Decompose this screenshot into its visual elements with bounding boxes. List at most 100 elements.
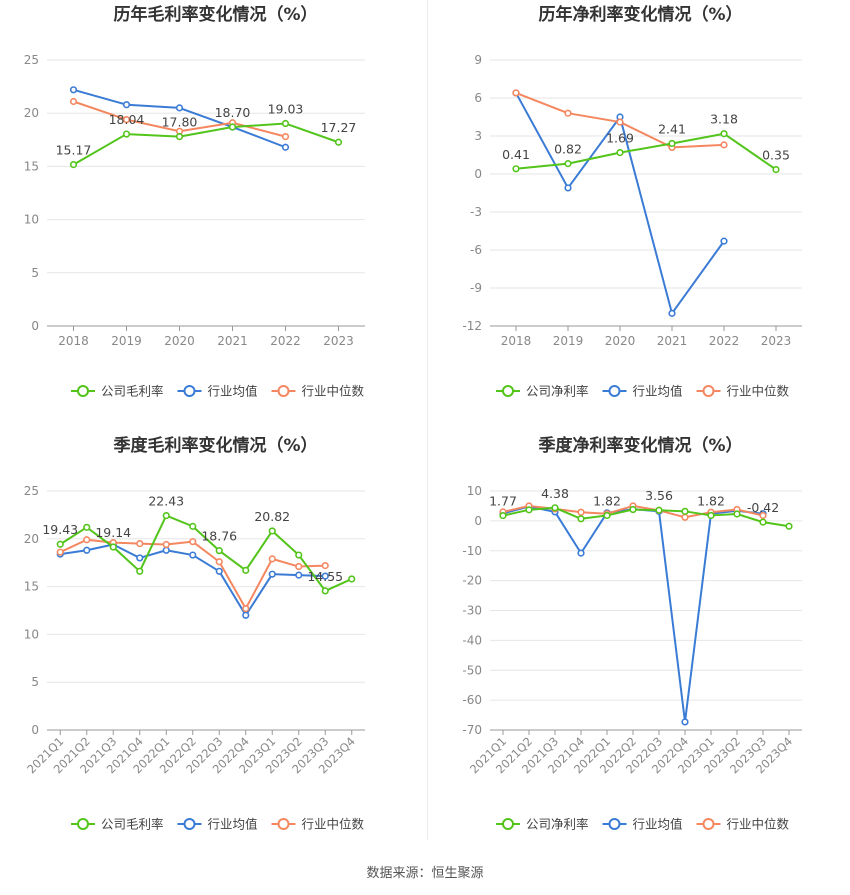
data-label: 20.82	[254, 509, 290, 524]
y-tick-label: -10	[462, 544, 482, 558]
data-point-avg	[668, 309, 676, 317]
x-tick-label: 2019	[111, 334, 142, 348]
data-point-company	[83, 523, 91, 531]
legend-label: 行业中位数	[302, 384, 365, 399]
y-tick-label: -6	[470, 243, 482, 257]
chart-title: 历年净利率变化情况（%）	[538, 4, 742, 25]
data-label: 1.82	[697, 493, 725, 508]
legend-label: 公司净利率	[526, 817, 589, 832]
data-point-company	[668, 139, 676, 148]
data-point-median	[162, 540, 170, 549]
data-point-company	[551, 504, 559, 512]
x-tick-label: 2020	[605, 334, 636, 348]
legend-label: 行业中位数	[727, 817, 790, 832]
data-point-company	[577, 515, 585, 523]
legend-swatch-marker	[77, 385, 89, 397]
data-point-company	[162, 511, 170, 520]
y-tick-label: 0	[474, 167, 482, 181]
data-point-median	[295, 562, 303, 571]
data-point-company	[629, 505, 637, 514]
data-point-company	[720, 130, 728, 138]
y-tick-label: 15	[24, 580, 39, 594]
data-label: 17.27	[321, 120, 357, 135]
data-label: 1.69	[606, 131, 634, 146]
data-point-company	[69, 160, 78, 169]
legend-item-median: 行业中位数	[271, 384, 365, 399]
legend-item-company: 公司毛利率	[71, 384, 164, 399]
y-tick-label: -20	[462, 574, 482, 588]
y-tick-label: 25	[24, 53, 39, 67]
y-tick-label: -9	[470, 281, 482, 295]
data-label: 18.04	[109, 112, 145, 127]
data-point-median	[56, 548, 64, 556]
legend-swatch-marker	[502, 818, 514, 830]
data-point-median	[321, 561, 329, 570]
data-point-avg	[321, 572, 329, 580]
data-point-median	[720, 141, 728, 149]
x-tick-label: 2023	[323, 334, 354, 348]
y-tick-label: 9	[474, 53, 482, 67]
data-point-company	[512, 165, 520, 173]
data-point-avg	[122, 101, 131, 109]
legend-label: 行业均值	[208, 384, 258, 399]
y-tick-label: -50	[462, 663, 482, 677]
data-point-company	[616, 148, 624, 157]
data-label: 0.41	[502, 147, 530, 162]
legend-label: 行业中位数	[727, 384, 790, 399]
series-line-company	[502, 506, 790, 528]
legend-swatch-marker	[608, 385, 621, 397]
legend-swatch-marker	[277, 385, 290, 397]
data-point-avg	[268, 570, 276, 578]
y-tick-label: 20	[24, 106, 39, 120]
source-note: 数据来源：恒生聚源	[366, 866, 484, 881]
data-point-company	[564, 160, 572, 168]
panel-divider	[427, 0, 428, 840]
legend-label: 行业均值	[633, 817, 683, 832]
data-label: 22.43	[148, 494, 184, 509]
legend-item-avg: 行业均值	[602, 384, 683, 399]
data-label: -0.42	[747, 500, 779, 515]
data-point-median	[577, 508, 585, 516]
legend-item-median: 行业中位数	[271, 817, 365, 832]
data-point-company	[175, 133, 184, 141]
series-line-company	[515, 132, 777, 171]
data-point-company	[122, 130, 131, 138]
data-point-avg	[281, 143, 290, 151]
y-tick-label: -40	[462, 633, 482, 647]
data-label: 19.14	[95, 525, 131, 540]
data-label: 3.18	[710, 112, 738, 127]
legend-item-median: 行业中位数	[696, 384, 790, 399]
y-tick-label: 3	[474, 129, 482, 143]
data-point-avg	[564, 184, 572, 192]
legend-label: 公司净利率	[526, 384, 589, 399]
data-point-company	[499, 511, 507, 520]
y-tick-label: 10	[24, 627, 39, 641]
data-point-company	[268, 527, 276, 535]
data-label: 2.41	[658, 121, 686, 136]
data-point-median	[136, 539, 144, 548]
x-tick-label: 2018	[58, 334, 89, 348]
chart-title: 季度毛利率变化情况（%）	[113, 435, 317, 456]
data-point-median	[564, 109, 572, 117]
chart-title: 季度净利率变化情况（%）	[538, 435, 742, 456]
data-point-median	[759, 511, 767, 520]
y-tick-label: 5	[31, 266, 39, 280]
data-point-median	[189, 538, 197, 546]
data-point-company	[242, 566, 250, 574]
data-label: 14.55	[307, 569, 343, 584]
quarterly-net-chart: 季度净利率变化情况（%）-70-60-50-40-30-20-100102021…	[462, 435, 802, 832]
legend-swatch-marker	[183, 818, 196, 830]
y-tick-label: -3	[470, 205, 482, 219]
data-point-avg	[162, 546, 170, 554]
data-point-company	[655, 506, 663, 514]
x-tick-label: 2022	[709, 334, 740, 348]
data-label: 0.82	[554, 142, 582, 157]
data-point-avg	[83, 546, 91, 554]
data-point-company	[681, 507, 689, 515]
y-tick-label: 25	[24, 484, 39, 498]
legend-item-median: 行业中位数	[696, 817, 790, 832]
y-tick-label: 5	[31, 675, 39, 689]
data-label: 1.82	[593, 493, 621, 508]
